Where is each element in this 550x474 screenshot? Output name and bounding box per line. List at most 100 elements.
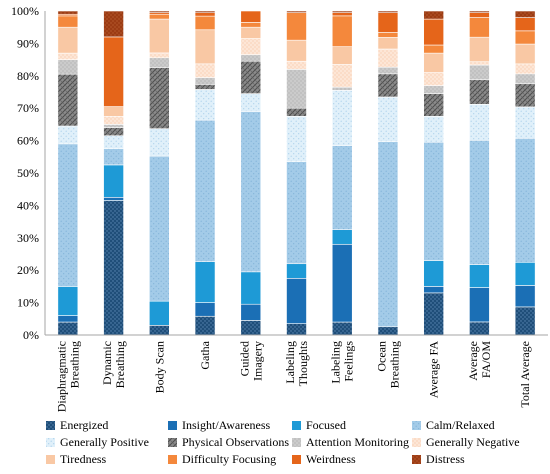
legend-label: Tiredness [60,452,107,466]
bar-segment [103,148,124,166]
bar-segment [469,139,490,265]
bar-stack [286,10,307,336]
bar-segment [514,43,536,65]
bar-segment [57,15,79,28]
x-tick-label: Body Scan [152,341,166,393]
legend-swatch [412,438,421,447]
legend: Energized Insight/Awareness Focused Calm/Re… [46,418,520,466]
legend-item: Calm/Relaxed [412,418,495,432]
legend-item: Generally Negative [412,435,520,449]
bar-segment [149,10,170,13]
x-tick-label: Labeling [329,341,343,384]
bar-segment [377,10,399,13]
bar-segment [331,10,353,13]
bar-segment [423,52,444,73]
y-tick-label: 0% [23,328,39,342]
x-tick-label: Breathing [113,341,127,388]
bar-segment [377,66,399,75]
x-tick-label: FA/OM [479,341,493,378]
x-tick-label: Dynamic [100,341,114,385]
bar-segment [103,127,124,137]
bar-segment [514,63,536,75]
y-tick-label: 10% [17,296,39,310]
legend-label: Attention Monitoring [306,435,409,449]
bar-segment [57,52,79,60]
legend-swatch [412,455,421,464]
bar-stack [240,10,262,336]
y-tick-label: 100% [11,4,39,18]
bar-segment [194,119,216,262]
bar-segment [331,46,353,65]
bar-segment [103,10,124,38]
bar-segment [103,135,124,150]
bar-segment [469,36,490,63]
bar-segment [240,93,262,112]
legend-item: Distress [412,452,465,466]
bar-segment [286,10,307,13]
bar-segment [377,12,399,33]
bar-segment [331,64,353,88]
y-tick-label: 50% [17,166,39,180]
legend-swatch [292,438,301,447]
x-tick-label: Breathing [67,341,81,388]
bar-segment [286,60,307,70]
bar-segment [514,285,536,308]
bar-segment [194,12,216,17]
y-tick-label: 80% [17,69,39,83]
bar-segment [514,83,536,108]
bar-stack [377,10,399,336]
bar-segment [514,10,536,18]
bar-segment [331,321,353,336]
bar-segment [469,64,490,81]
bar-segment [194,89,216,121]
bar-segment [286,263,307,279]
bar-segment [423,292,444,336]
legend-item: Energized [46,418,108,432]
bar-segment [469,61,490,66]
bar-segment [423,260,444,287]
legend-item: Difficulty Focusing [168,452,276,466]
bar-segment [286,69,307,109]
bar-segment [57,286,79,316]
bar-segment [514,261,536,286]
bar-segment [103,116,124,125]
bar-segment [423,10,444,20]
bar-segment [423,72,444,86]
bar-segment [423,286,444,294]
legend-swatch [46,455,55,464]
bar-stack [423,10,444,336]
bar-segment [331,145,353,231]
x-tick-label: Diaphragmatic [54,341,68,412]
bar-segment [149,128,170,157]
bar-segment [240,111,262,273]
legend-item: Generally Positive [46,435,149,449]
x-tick-label: Thoughts [296,341,310,387]
bar-segment [194,15,216,31]
x-axis: Diaphragmatic Breathing Dynamic Breathing Bo… [45,334,548,412]
bar-segment [423,44,444,54]
bar-segment [286,116,307,162]
bar-segment [331,243,353,323]
bar-segment [469,103,490,141]
bar-segment [149,325,170,336]
bar-segment [423,93,444,117]
bar-segment [423,116,444,143]
bar-segment [149,155,170,302]
bar-segment [149,67,170,129]
bar-segment [469,17,490,38]
legend-swatch [46,421,55,430]
bar-segment [103,164,124,198]
bar-segment [240,303,262,321]
bar-stack [514,10,536,336]
y-tick-label: 60% [17,134,39,148]
bar-segment [149,13,170,20]
bar-segment [377,37,399,50]
bar-segment [514,106,536,139]
bar-segment [103,36,124,107]
bar-segment [240,271,262,305]
bar-segment [286,277,307,324]
legend-label: Energized [60,418,108,432]
legend-item: Attention Monitoring [292,435,409,449]
bar-segment [194,10,216,14]
